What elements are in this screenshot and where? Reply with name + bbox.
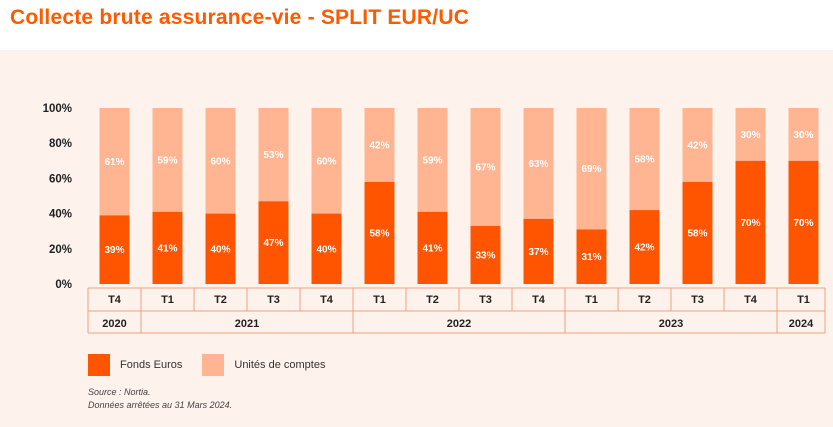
year-label: 2023 <box>659 318 683 330</box>
y-tick-label: 20% <box>49 244 72 256</box>
data-label-unites-de-comptes: 60% <box>210 156 230 167</box>
legend-swatch-fonds-euros <box>88 354 110 376</box>
quarter-label: T1 <box>585 294 598 306</box>
data-label-fonds-euros: 33% <box>475 250 495 261</box>
data-label-fonds-euros: 47% <box>263 238 283 249</box>
quarter-label: T3 <box>267 294 280 306</box>
bar-unites-de-comptes <box>470 108 501 226</box>
data-label-fonds-euros: 40% <box>316 244 336 255</box>
y-tick-label: 60% <box>49 173 72 185</box>
year-label: 2020 <box>102 318 126 330</box>
bar-fonds-euros <box>470 225 501 284</box>
bar-fonds-euros <box>152 211 183 284</box>
bar-unites-de-comptes <box>788 108 819 161</box>
data-label-unites-de-comptes: 61% <box>104 157 124 168</box>
y-tick-label: 0% <box>55 279 72 291</box>
data-label-fonds-euros: 58% <box>369 228 389 239</box>
bar-unites-de-comptes <box>205 108 236 214</box>
bar-unites-de-comptes <box>682 108 713 182</box>
bar-fonds-euros <box>258 201 289 284</box>
data-label-unites-de-comptes: 63% <box>528 159 548 170</box>
bar-unites-de-comptes <box>258 108 289 202</box>
bar-unites-de-comptes <box>152 108 183 212</box>
quarter-label: T3 <box>691 294 704 306</box>
y-tick-label: 100% <box>43 103 72 115</box>
bar-fonds-euros <box>629 210 660 284</box>
y-tick-label: 80% <box>49 138 72 150</box>
data-label-unites-de-comptes: 53% <box>263 150 283 161</box>
bar-fonds-euros <box>364 181 395 284</box>
data-label-unites-de-comptes: 30% <box>740 130 760 141</box>
quarter-label: T4 <box>108 294 122 306</box>
bar-fonds-euros <box>788 160 819 284</box>
legend-swatch-unites-de-comptes <box>202 354 225 376</box>
bar-unites-de-comptes <box>99 108 130 216</box>
date-note: Données arrêtées au 31 Mars 2024. <box>88 400 233 410</box>
data-label-fonds-euros: 42% <box>634 243 654 254</box>
data-label-fonds-euros: 40% <box>210 244 230 255</box>
bar-unites-de-comptes <box>523 108 554 219</box>
bar-fonds-euros <box>205 213 236 284</box>
bar-fonds-euros <box>311 213 342 284</box>
source-note: Source : Nortia. <box>88 387 151 397</box>
data-label-fonds-euros: 31% <box>581 252 601 263</box>
legend-label-unites-de-comptes: Unités de comptes <box>234 359 326 371</box>
chart-title: Collecte brute assurance-vie - SPLIT EUR… <box>10 6 470 29</box>
bar-fonds-euros <box>735 160 766 284</box>
data-label-fonds-euros: 70% <box>740 218 760 229</box>
data-label-unites-de-comptes: 42% <box>687 140 707 151</box>
bar-fonds-euros <box>417 211 448 284</box>
quarter-label: T4 <box>320 294 334 306</box>
data-label-unites-de-comptes: 42% <box>369 140 389 151</box>
data-label-fonds-euros: 41% <box>157 243 177 254</box>
quarter-label: T4 <box>532 294 546 306</box>
data-label-fonds-euros: 37% <box>528 247 548 258</box>
quarter-label: T1 <box>797 294 810 306</box>
bar-unites-de-comptes <box>364 108 395 182</box>
bar-unites-de-comptes <box>735 108 766 161</box>
data-label-fonds-euros: 41% <box>422 243 442 254</box>
data-label-fonds-euros: 70% <box>793 218 813 229</box>
quarter-label: T2 <box>638 294 651 306</box>
bar-fonds-euros <box>682 181 713 284</box>
quarter-label: T2 <box>426 294 439 306</box>
legend: Fonds Euros Unités de comptes <box>88 354 345 376</box>
legend-label-fonds-euros: Fonds Euros <box>120 359 183 371</box>
data-label-fonds-euros: 39% <box>104 245 124 256</box>
data-label-unites-de-comptes: 59% <box>157 155 177 166</box>
footnotes: Source : Nortia. Données arrêtées au 31 … <box>88 386 232 412</box>
quarter-label: T1 <box>373 294 386 306</box>
data-label-fonds-euros: 58% <box>687 228 707 239</box>
year-label: 2022 <box>447 318 471 330</box>
data-label-unites-de-comptes: 67% <box>475 162 495 173</box>
bar-fonds-euros <box>99 215 130 284</box>
bar-unites-de-comptes <box>417 108 448 212</box>
quarter-label: T2 <box>214 294 227 306</box>
y-tick-label: 40% <box>49 209 72 221</box>
quarter-label: T3 <box>479 294 492 306</box>
quarter-label: T1 <box>161 294 174 306</box>
year-label: 2024 <box>789 318 814 330</box>
data-label-unites-de-comptes: 59% <box>422 155 442 166</box>
data-label-unites-de-comptes: 58% <box>634 155 654 166</box>
bar-fonds-euros <box>576 229 607 284</box>
bar-unites-de-comptes <box>311 108 342 214</box>
data-label-unites-de-comptes: 69% <box>581 164 601 175</box>
quarter-label: T4 <box>744 294 758 306</box>
year-label: 2021 <box>235 318 259 330</box>
bar-unites-de-comptes <box>576 108 607 230</box>
data-label-unites-de-comptes: 60% <box>316 156 336 167</box>
data-label-unites-de-comptes: 30% <box>793 130 813 141</box>
bar-unites-de-comptes <box>629 108 660 211</box>
bar-fonds-euros <box>523 218 554 284</box>
